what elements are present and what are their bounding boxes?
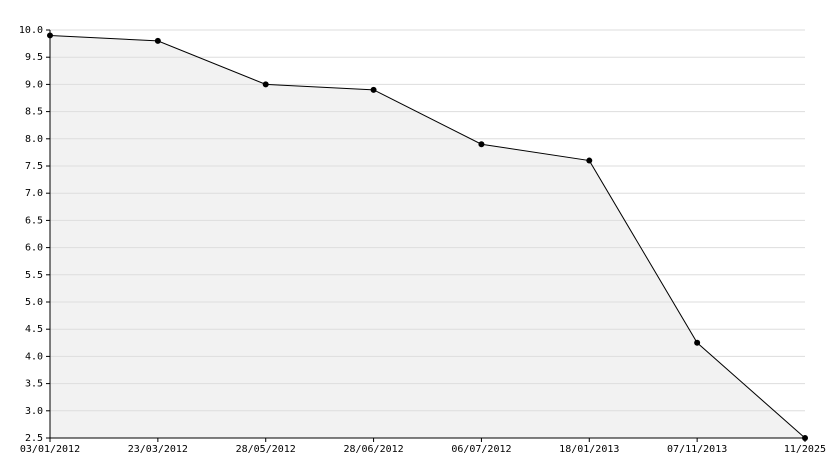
x-tick-label: 28/05/2012 xyxy=(236,444,296,455)
y-tick-label: 9.5 xyxy=(25,52,43,63)
y-tick-label: 6.5 xyxy=(25,215,43,226)
x-tick-label: 18/01/2013 xyxy=(559,444,619,455)
y-tick-label: 8.0 xyxy=(25,134,43,145)
x-tick-label: 11/2025 xyxy=(784,444,826,455)
y-tick-label: 4.0 xyxy=(25,351,43,362)
y-tick-label: 4.5 xyxy=(25,324,43,335)
point-marker xyxy=(586,157,593,164)
y-tick-label: 7.0 xyxy=(25,188,43,199)
point-marker xyxy=(694,339,701,346)
point-marker xyxy=(154,37,161,44)
point-marker xyxy=(478,141,485,148)
y-tick-label: 3.5 xyxy=(25,379,43,390)
y-tick-label: 5.0 xyxy=(25,297,43,308)
y-tick-label: 9.0 xyxy=(25,79,43,90)
point-marker xyxy=(262,81,269,88)
point-marker xyxy=(47,32,53,39)
line xyxy=(49,34,806,439)
x-tick-label: 06/07/2012 xyxy=(451,444,511,455)
x-tick-label: 03/01/2012 xyxy=(20,444,80,455)
y-tick-label: 7.5 xyxy=(25,161,43,172)
x-tick-label: 23/03/2012 xyxy=(128,444,188,455)
y-tick-label: 6.0 xyxy=(25,243,43,254)
y-tick-label: 10.0 xyxy=(19,25,43,36)
x-tick-label: 28/06/2012 xyxy=(343,444,403,455)
y-tick-label: 5.5 xyxy=(25,270,43,281)
y-tick-label: 8.5 xyxy=(25,107,43,118)
area xyxy=(50,35,805,438)
point-marker xyxy=(370,86,377,93)
y-tick-label: 3.0 xyxy=(25,406,43,417)
x-tick-label: 07/11/2013 xyxy=(667,444,727,455)
point-marker xyxy=(802,435,808,441)
y-tick-label: 2.5 xyxy=(25,433,43,444)
